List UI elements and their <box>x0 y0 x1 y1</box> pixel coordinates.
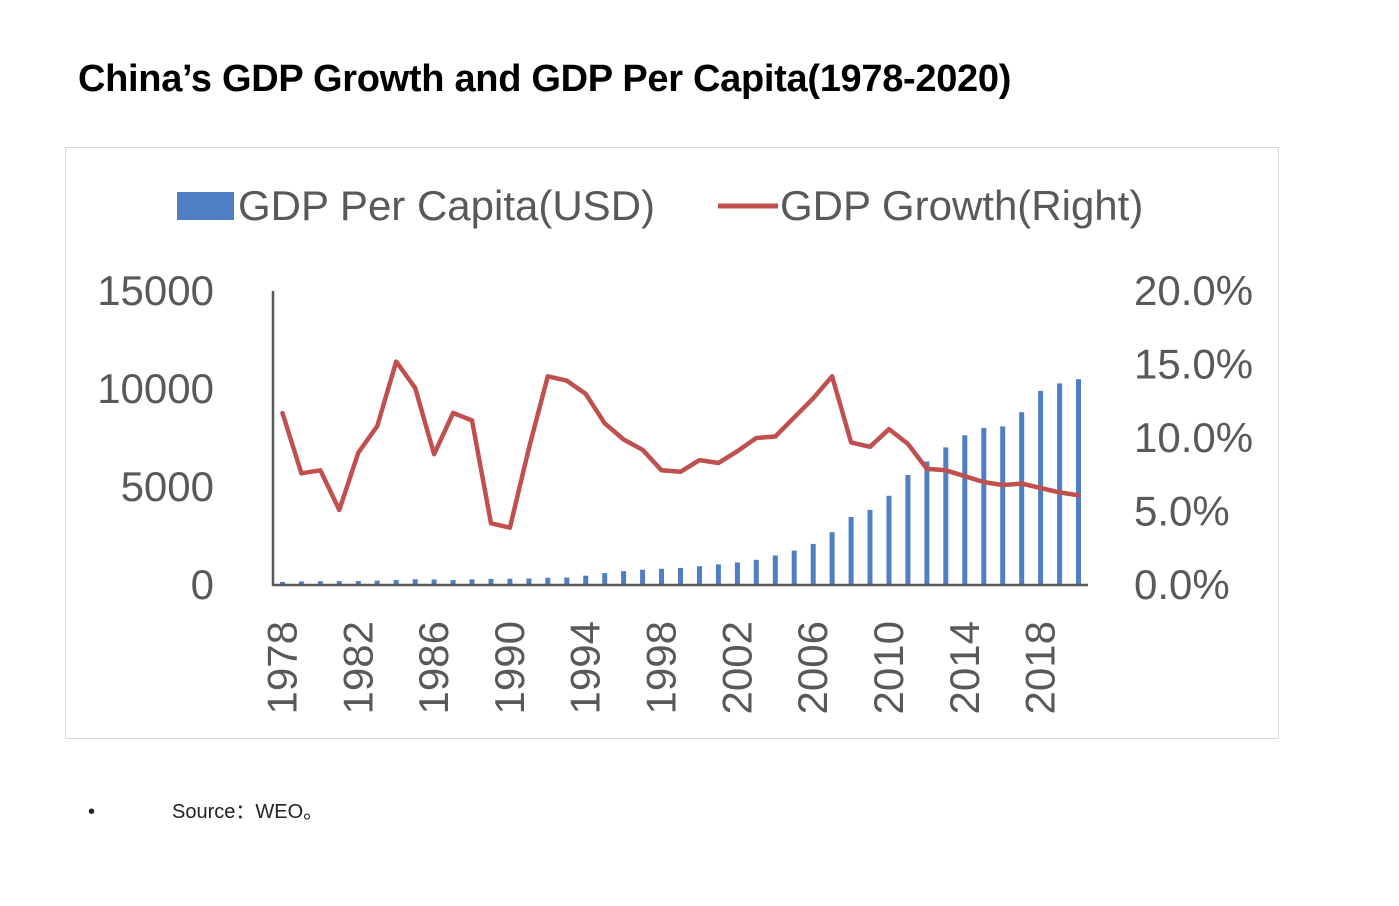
x-tick-1978: 1978 <box>259 621 306 714</box>
left-axis-ticks: 0 5000 10000 15000 <box>97 267 214 608</box>
bar-2011 <box>905 475 911 585</box>
x-tick-1982: 1982 <box>334 621 381 714</box>
right-tick-15.0pct: 15.0% <box>1134 341 1253 388</box>
x-tick-1990: 1990 <box>486 621 533 714</box>
bar-2002 <box>734 562 740 585</box>
x-tick-2018: 2018 <box>1017 621 1064 714</box>
left-tick-5000: 5000 <box>121 463 214 510</box>
page-title: China’s GDP Growth and GDP Per Capita(19… <box>78 58 1012 100</box>
left-tick-15000: 15000 <box>97 267 214 314</box>
bar-1982 <box>355 581 361 585</box>
right-axis-ticks: 0.0% 5.0% 10.0% 15.0% 20.0% <box>1134 267 1253 608</box>
bar-1978 <box>280 581 285 585</box>
bar-2008 <box>848 517 854 585</box>
bar-1990 <box>507 578 513 585</box>
left-tick-0: 0 <box>191 561 214 608</box>
bar-1988 <box>469 579 475 585</box>
bar-1994 <box>583 575 589 585</box>
bar-1983 <box>374 580 380 585</box>
bar-2016 <box>1000 426 1006 585</box>
bar-1999 <box>678 567 683 585</box>
bar-1985 <box>412 579 418 585</box>
x-tick-2014: 2014 <box>941 621 988 714</box>
bar-1996 <box>621 571 627 585</box>
bar-2001 <box>715 564 721 585</box>
x-tick-2002: 2002 <box>713 621 760 714</box>
bar-series <box>280 379 1081 585</box>
bar-1986 <box>431 579 437 585</box>
x-tick-2010: 2010 <box>865 621 912 714</box>
bar-1992 <box>545 577 551 585</box>
legend: GDP Per Capita(USD) GDP Growth(Right) <box>177 182 1143 229</box>
bar-1991 <box>526 578 532 585</box>
source-bullet: • <box>88 801 96 823</box>
bar-2015 <box>981 427 987 585</box>
x-tick-1986: 1986 <box>410 621 457 714</box>
bar-2019 <box>1057 383 1063 585</box>
bar-1987 <box>450 580 456 585</box>
bar-1993 <box>564 577 570 585</box>
bar-2003 <box>753 559 759 585</box>
bar-2012 <box>924 461 930 585</box>
bar-2004 <box>772 555 778 585</box>
right-tick-20.0pct: 20.0% <box>1134 267 1253 314</box>
bar-2007 <box>829 532 835 585</box>
source-text: Source：WEO。 <box>172 801 324 823</box>
bar-2005 <box>791 550 797 585</box>
bar-1998 <box>659 568 664 585</box>
line-series <box>280 359 1081 530</box>
legend-swatch-gdp-per-capita <box>177 192 234 220</box>
gdp-growth-line <box>280 359 1081 530</box>
bar-2006 <box>810 543 816 585</box>
right-tick-5.0pct: 5.0% <box>1134 488 1230 535</box>
x-tick-2006: 2006 <box>789 621 836 714</box>
bar-1981 <box>336 581 342 585</box>
bar-1979 <box>298 581 304 585</box>
source-note: • Source：WEO。 <box>88 795 323 824</box>
bar-2014 <box>962 435 968 585</box>
axes <box>271 291 1088 587</box>
bar-1989 <box>488 578 494 585</box>
right-tick-10.0pct: 10.0% <box>1134 414 1253 461</box>
x-tick-1994: 1994 <box>562 621 609 714</box>
bar-1980 <box>317 581 323 585</box>
chart: GDP Per Capita(USD) GDP Growth(Right) 0 5… <box>97 182 1253 714</box>
bar-1995 <box>602 573 608 585</box>
bar-2000 <box>697 566 702 585</box>
x-tick-1998: 1998 <box>638 621 685 714</box>
bar-2017 <box>1019 412 1025 585</box>
chart-frame: GDP Per Capita(USD) GDP Growth(Right) 0 5… <box>65 147 1279 739</box>
legend-label-gdp-per-capita: GDP Per Capita(USD) <box>238 182 655 229</box>
right-tick-0.0pct: 0.0% <box>1134 561 1230 608</box>
bar-1984 <box>393 580 399 585</box>
legend-label-gdp-growth: GDP Growth(Right) <box>780 182 1143 229</box>
bar-2020 <box>1076 379 1081 585</box>
bar-2013 <box>943 447 949 585</box>
left-tick-10000: 10000 <box>97 365 214 412</box>
bar-2010 <box>886 495 892 585</box>
bar-1997 <box>640 569 646 585</box>
x-axis-ticks: 1978 1982 1986 1990 1994 1998 2002 2006 2010 2014… <box>259 621 1064 714</box>
bar-2009 <box>867 509 873 585</box>
